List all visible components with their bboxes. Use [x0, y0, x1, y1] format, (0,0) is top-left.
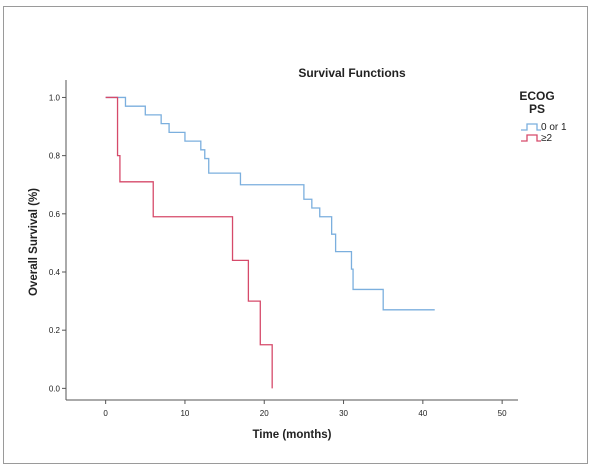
x-tick-label: 0: [103, 409, 108, 418]
y-axis-label: Overall Survival (%): [28, 188, 40, 296]
x-tick-label: 50: [498, 409, 507, 418]
y-tick-label: 0.8: [49, 152, 61, 161]
legend-swatch-2: [521, 134, 541, 142]
y-tick-label: 0.0: [49, 384, 61, 393]
legend-label-2: ≥2: [541, 133, 552, 144]
legend-swatch-1: [521, 123, 541, 131]
y-tick-label: 0.4: [49, 268, 61, 277]
chart-frame: [3, 6, 588, 464]
axes: 0 10 20 30 40 50 0.0 0.2 0.4 0.6 0.8 1.0: [49, 80, 518, 418]
chart-title: Survival Functions: [298, 66, 406, 80]
series-line-2: [105, 96, 273, 389]
legend-label-1: 0 or 1: [541, 122, 567, 133]
series-line-1: [105, 96, 435, 311]
legend-title-line-1: ECOG: [519, 89, 554, 103]
y-tick-label: 1.0: [49, 93, 61, 102]
y-tick-label: 0.6: [49, 210, 61, 219]
y-tick-label: 0.2: [49, 326, 61, 335]
x-axis-label: Time (months): [252, 429, 331, 441]
series-layer: [105, 96, 435, 389]
x-tick-label: 30: [339, 409, 348, 418]
legend-title-line-2: PS: [529, 102, 545, 116]
x-tick-label: 40: [418, 409, 427, 418]
x-tick-label: 10: [180, 409, 189, 418]
x-tick-label: 20: [260, 409, 269, 418]
